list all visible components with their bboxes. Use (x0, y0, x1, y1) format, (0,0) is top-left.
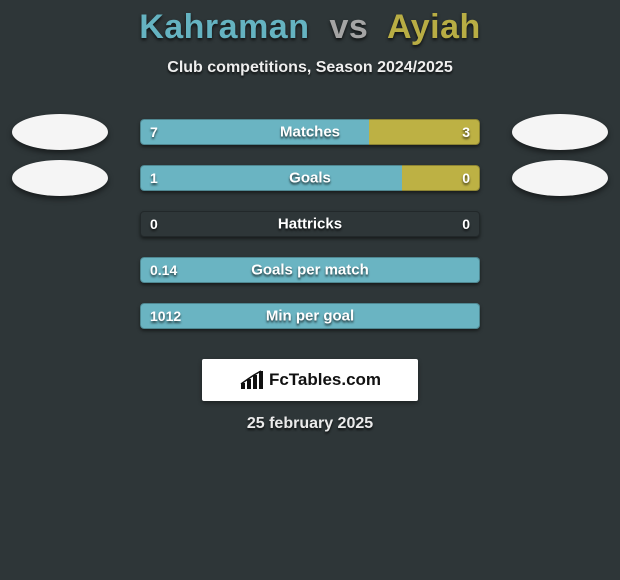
bar-zone: Goals per match0.14 (140, 257, 480, 283)
stat-row: Min per goal1012 (0, 293, 620, 339)
bar-zone: Matches73 (140, 119, 480, 145)
stat-row: Matches73 (0, 109, 620, 155)
player2-bar (369, 119, 480, 145)
player1-bar (140, 119, 370, 145)
stats-chart: Matches73 Goals10 Hattricks00 Goals per mat… (0, 109, 620, 339)
player1-name: Kahraman (139, 8, 309, 46)
bar-zone: Hattricks00 (140, 211, 480, 237)
comparison-title: Kahraman vs Ayiah (0, 0, 620, 47)
player1-avatar (12, 114, 108, 150)
player1-bar (140, 165, 402, 191)
player2-bar (402, 165, 480, 191)
player1-avatar (12, 160, 108, 196)
player2-avatar (512, 114, 608, 150)
stat-row: Goals10 (0, 155, 620, 201)
chart-bars-icon (239, 369, 265, 391)
player2-name: Ayiah (387, 8, 481, 46)
bar-zone: Goals10 (140, 165, 480, 191)
subtitle: Club competitions, Season 2024/2025 (0, 59, 620, 77)
stat-row: Goals per match0.14 (0, 247, 620, 293)
bar-track (140, 257, 480, 283)
bar-track (140, 119, 480, 145)
bar-track (140, 211, 480, 237)
bar-track (140, 165, 480, 191)
player1-bar (140, 303, 480, 329)
stat-row: Hattricks00 (0, 201, 620, 247)
bar-track (140, 303, 480, 329)
player1-bar (140, 257, 480, 283)
brand-box: FcTables.com (202, 359, 418, 401)
brand-text: FcTables.com (269, 370, 381, 390)
bar-zone: Min per goal1012 (140, 303, 480, 329)
player2-avatar (512, 160, 608, 196)
vs-text: vs (329, 8, 368, 46)
date-text: 25 february 2025 (0, 415, 620, 433)
